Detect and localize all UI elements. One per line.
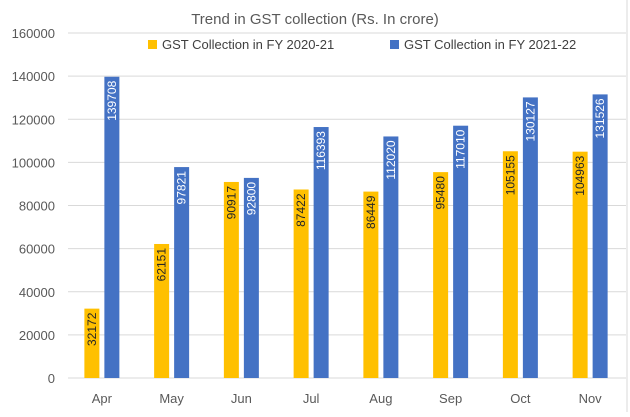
y-tick-label: 140000	[12, 69, 55, 84]
bar-apr-series2	[104, 76, 120, 378]
x-tick-label: Jul	[303, 391, 320, 406]
bar-may-series1	[154, 243, 170, 378]
data-label: 32172	[85, 312, 99, 346]
bar-apr-series1	[84, 308, 100, 378]
x-tick-label: Apr	[92, 391, 113, 406]
legend: GST Collection in FY 2020-21 GST Collect…	[148, 37, 576, 52]
y-tick-label: 0	[48, 371, 55, 386]
chart-title: Trend in GST collection (Rs. In crore)	[191, 11, 439, 28]
data-label: 131526	[593, 98, 607, 138]
x-tick-label: Aug	[369, 391, 392, 406]
data-label: 112020	[384, 140, 398, 179]
data-label: 90917	[224, 186, 238, 220]
x-tick-label: Oct	[510, 391, 531, 406]
data-label: 97821	[175, 171, 189, 205]
data-label: 105155	[503, 155, 517, 195]
bar-jul-series2	[313, 127, 329, 379]
bar-aug-series2	[383, 136, 399, 378]
x-tick-label: Sep	[439, 391, 462, 406]
x-tick-label: Jun	[231, 391, 252, 406]
bar-oct-series1	[502, 151, 518, 378]
data-label: 130127	[523, 101, 537, 141]
y-tick-label: 20000	[19, 328, 55, 343]
bar-oct-series2	[522, 97, 538, 378]
y-tick-label: 60000	[19, 242, 55, 257]
legend-swatch-fy2020-21	[148, 40, 157, 49]
bar-aug-series1	[363, 191, 379, 378]
data-label: 92800	[244, 182, 258, 216]
legend-swatch-fy2021-22	[390, 40, 399, 49]
bar-nov-series2	[592, 94, 608, 378]
data-label: 95480	[434, 176, 448, 210]
y-tick-label: 120000	[12, 112, 55, 127]
legend-label-fy2020-21: GST Collection in FY 2020-21	[162, 37, 334, 52]
y-tick-label: 40000	[19, 285, 55, 300]
bar-jun-series1	[223, 181, 239, 378]
y-tick-label: 100000	[12, 155, 55, 170]
bar-jul-series1	[293, 189, 309, 378]
data-label: 117010	[454, 129, 468, 168]
x-tick-label: Nov	[579, 391, 603, 406]
bar-may-series2	[174, 167, 190, 378]
bar-nov-series1	[572, 151, 588, 378]
data-label: 139708	[105, 80, 119, 120]
y-tick-label: 160000	[12, 26, 55, 41]
data-label: 87422	[294, 193, 308, 227]
bar-jun-series2	[243, 177, 259, 378]
data-label: 86449	[364, 195, 378, 229]
x-tick-label: May	[159, 391, 184, 406]
y-tick-label: 80000	[19, 199, 55, 214]
data-label: 104963	[573, 155, 587, 195]
bar-sep-series2	[453, 125, 469, 378]
data-label: 116393	[314, 131, 328, 170]
data-label: 62151	[155, 248, 169, 282]
bar-sep-series1	[433, 172, 449, 378]
legend-label-fy2021-22: GST Collection in FY 2021-22	[404, 37, 576, 52]
